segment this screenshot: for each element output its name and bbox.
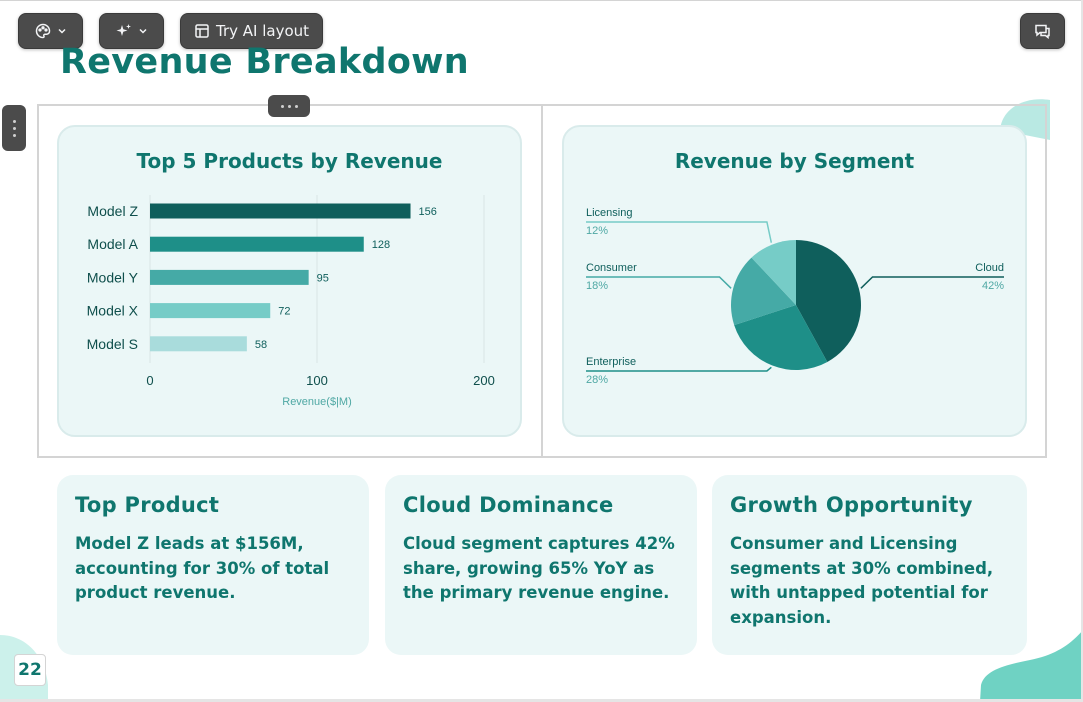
pie-label: Enterprise (586, 356, 636, 368)
side-drag-handle[interactable] (2, 105, 26, 151)
try-ai-layout-button[interactable]: Try AI layout (180, 13, 323, 49)
category-label: Model X (87, 303, 139, 319)
data-label: 156 (419, 206, 437, 218)
data-label: 72 (278, 306, 290, 318)
sparkles-icon (116, 24, 131, 36)
comment-button[interactable] (1020, 13, 1065, 49)
bar (150, 303, 271, 319)
chevron-down-icon (138, 28, 147, 34)
bar (150, 336, 247, 352)
bar (150, 203, 411, 219)
bar-chart-title: Top 5 Products by Revenue (136, 149, 443, 173)
data-label: 128 (372, 239, 390, 251)
page-number: 22 (14, 654, 46, 686)
x-tick-label: 100 (306, 373, 328, 388)
page-title: Revenue Breakdown (60, 42, 470, 82)
try-ai-layout-label: Try AI layout (215, 22, 310, 40)
pie-leader-line (860, 276, 1004, 289)
insight-card-growth-opportunity: Growth Opportunity Consumer and Licensin… (712, 475, 1027, 655)
palette-icon (35, 23, 50, 39)
category-label: Model A (87, 236, 138, 252)
category-label: Model Z (87, 203, 138, 219)
pie-leader-line (586, 366, 772, 372)
data-label: 58 (255, 339, 267, 351)
charts-divider (541, 105, 543, 457)
pie-value-label: 28% (586, 374, 608, 386)
pie-label: Consumer (586, 262, 637, 274)
pie-slice (734, 305, 828, 370)
pie-slice (731, 257, 796, 326)
x-tick-label: 0 (146, 373, 153, 388)
pie-slice (796, 240, 861, 362)
pie-value-label: 18% (586, 280, 608, 292)
pie-chart-title: Revenue by Segment (674, 149, 915, 173)
bar (150, 236, 364, 252)
bar (150, 269, 309, 285)
pie-leader-line (586, 276, 732, 289)
bar-chart: 0 100 200 Model Z 156 Model A 128 Model Y 95 Mode… (87, 195, 495, 408)
bar-chart-card: Top 5 Products by Revenue 0 100 200 Model Z… (57, 125, 522, 437)
insight-title: Top Product (75, 493, 220, 517)
insight-body: Cloud segment captures 42% share, growin… (403, 534, 675, 602)
pie-label: Licensing (586, 207, 632, 219)
top-edge-line (0, 0, 1083, 1)
block-drag-handle[interactable] (268, 95, 310, 117)
pie-chart: Cloud 42% Enterprise 28% Consumer 18% Licensin… (586, 207, 1004, 386)
data-label: 95 (317, 272, 329, 284)
insight-body: Consumer and Licensing segments at 30% c… (730, 534, 994, 627)
pie-label: Cloud (975, 262, 1004, 274)
category-label: Model Y (87, 269, 139, 285)
chevron-down-icon (57, 28, 66, 34)
pie-leader-line (586, 221, 773, 243)
x-tick-label: 200 (473, 373, 495, 388)
pie-slice (751, 240, 796, 305)
theme-menu-button[interactable] (18, 13, 83, 49)
pie-value-label: 12% (586, 225, 608, 237)
insight-card-top-product: Top Product Model Z leads at $156M, acco… (57, 475, 369, 655)
ai-menu-button[interactable] (99, 13, 164, 49)
pie-chart-card: Revenue by Segment Cloud 42% Enterprise 28%… (562, 125, 1027, 437)
insight-card-cloud-dominance: Cloud Dominance Cloud segment captures 4… (385, 475, 697, 655)
pie-value-label: 42% (982, 280, 1004, 292)
comment-icon (1035, 24, 1050, 39)
x-axis-title: Revenue($|M) (282, 396, 352, 408)
insight-title: Cloud Dominance (403, 493, 614, 517)
category-label: Model S (87, 336, 138, 352)
insight-title: Growth Opportunity (730, 493, 973, 517)
layout-icon (195, 24, 209, 38)
insight-body: Model Z leads at $156M, accounting for 3… (75, 534, 330, 602)
